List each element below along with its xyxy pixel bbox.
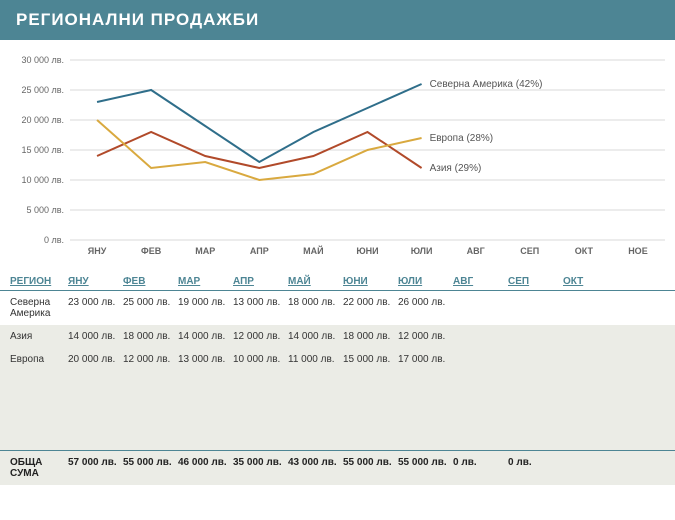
cell-value: 20 000 лв. [68, 354, 123, 365]
cell-value: 18 000 лв. [123, 331, 178, 342]
col-header-region: РЕГИОН [10, 276, 68, 287]
cell-value [563, 354, 618, 365]
svg-text:НОЕ: НОЕ [628, 246, 648, 256]
col-header-month: ОКТ [563, 276, 618, 287]
svg-text:ЯНУ: ЯНУ [88, 246, 107, 256]
svg-text:МАР: МАР [195, 246, 215, 256]
cell-value [453, 331, 508, 342]
cell-value [563, 331, 618, 342]
svg-text:СЕП: СЕП [520, 246, 539, 256]
cell-value: 18 000 лв. [343, 331, 398, 342]
cell-region: Северна Америка [10, 297, 68, 319]
series-label: Азия (29%) [430, 163, 482, 174]
cell-value [508, 297, 563, 319]
total-value: 55 000 лв. [123, 457, 178, 479]
col-header-month: ФЕВ [123, 276, 178, 287]
col-header-month: ЮЛИ [398, 276, 453, 287]
cell-value: 14 000 лв. [68, 331, 123, 342]
col-header-month: МАЙ [288, 276, 343, 287]
col-header-month: АВГ [453, 276, 508, 287]
cell-value: 13 000 лв. [233, 297, 288, 319]
cell-value [453, 297, 508, 319]
svg-text:20 000 лв.: 20 000 лв. [21, 115, 64, 125]
series-label: Северна Америка (42%) [430, 79, 543, 90]
total-value: 43 000 лв. [288, 457, 343, 479]
svg-text:0 лв.: 0 лв. [44, 235, 64, 245]
svg-text:АПР: АПР [250, 246, 269, 256]
col-header-month: АПР [233, 276, 288, 287]
svg-text:ЮЛИ: ЮЛИ [411, 246, 433, 256]
series-label: Европа (28%) [430, 133, 494, 144]
svg-text:ФЕВ: ФЕВ [141, 246, 162, 256]
cell-value [453, 354, 508, 365]
svg-text:15 000 лв.: 15 000 лв. [21, 145, 64, 155]
total-value: 0 лв. [453, 457, 508, 479]
cell-value: 12 000 лв. [233, 331, 288, 342]
total-value [563, 457, 618, 479]
total-value: 0 лв. [508, 457, 563, 479]
svg-text:5 000 лв.: 5 000 лв. [26, 205, 64, 215]
total-value: 55 000 лв. [398, 457, 453, 479]
cell-value: 12 000 лв. [123, 354, 178, 365]
svg-text:10 000 лв.: 10 000 лв. [21, 175, 64, 185]
cell-value: 25 000 лв. [123, 297, 178, 319]
cell-value: 11 000 лв. [288, 354, 343, 365]
cell-value: 22 000 лв. [343, 297, 398, 319]
sales-line-chart: 0 лв. 5 000 лв. 10 000 лв. 15 000 лв. 20 000… [0, 40, 675, 270]
cell-value: 14 000 лв. [178, 331, 233, 342]
page-title: РЕГИОНАЛНИ ПРОДАЖБИ [0, 0, 675, 40]
cell-value: 15 000 лв. [343, 354, 398, 365]
svg-text:АВГ: АВГ [467, 246, 485, 256]
total-label: ОБЩА СУМА [10, 457, 68, 479]
total-value: 35 000 лв. [233, 457, 288, 479]
cell-value: 12 000 лв. [398, 331, 453, 342]
svg-text:ЮНИ: ЮНИ [356, 246, 378, 256]
col-header-month: МАР [178, 276, 233, 287]
total-value: 46 000 лв. [178, 457, 233, 479]
svg-text:25 000 лв.: 25 000 лв. [21, 85, 64, 95]
table-total-row: ОБЩА СУМА57 000 лв.55 000 лв.46 000 лв.3… [0, 450, 675, 485]
cell-region: Европа [10, 354, 68, 365]
col-header-month: СЕП [508, 276, 563, 287]
col-header-month: ЮНИ [343, 276, 398, 287]
sales-table: РЕГИОНЯНУФЕВМАРАПРМАЙЮНИЮЛИАВГСЕПОКТ Сев… [0, 270, 675, 485]
total-value: 57 000 лв. [68, 457, 123, 479]
table-header-row: РЕГИОНЯНУФЕВМАРАПРМАЙЮНИЮЛИАВГСЕПОКТ [0, 270, 675, 291]
svg-text:МАЙ: МАЙ [303, 245, 323, 256]
cell-value [563, 297, 618, 319]
cell-value: 17 000 лв. [398, 354, 453, 365]
total-value: 55 000 лв. [343, 457, 398, 479]
cell-value: 13 000 лв. [178, 354, 233, 365]
cell-value: 18 000 лв. [288, 297, 343, 319]
svg-text:ОКТ: ОКТ [575, 246, 594, 256]
svg-text:30 000 лв.: 30 000 лв. [21, 55, 64, 65]
table-row: Азия14 000 лв.18 000 лв.14 000 лв.12 000… [10, 325, 675, 348]
col-header-month: ЯНУ [68, 276, 123, 287]
cell-value: 23 000 лв. [68, 297, 123, 319]
cell-value [508, 331, 563, 342]
cell-region: Азия [10, 331, 68, 342]
table-row: Европа20 000 лв.12 000 лв.13 000 лв.10 0… [10, 348, 675, 371]
cell-value [508, 354, 563, 365]
cell-value: 19 000 лв. [178, 297, 233, 319]
cell-value: 26 000 лв. [398, 297, 453, 319]
table-row: Северна Америка23 000 лв.25 000 лв.19 00… [0, 291, 675, 325]
cell-value: 10 000 лв. [233, 354, 288, 365]
cell-value: 14 000 лв. [288, 331, 343, 342]
